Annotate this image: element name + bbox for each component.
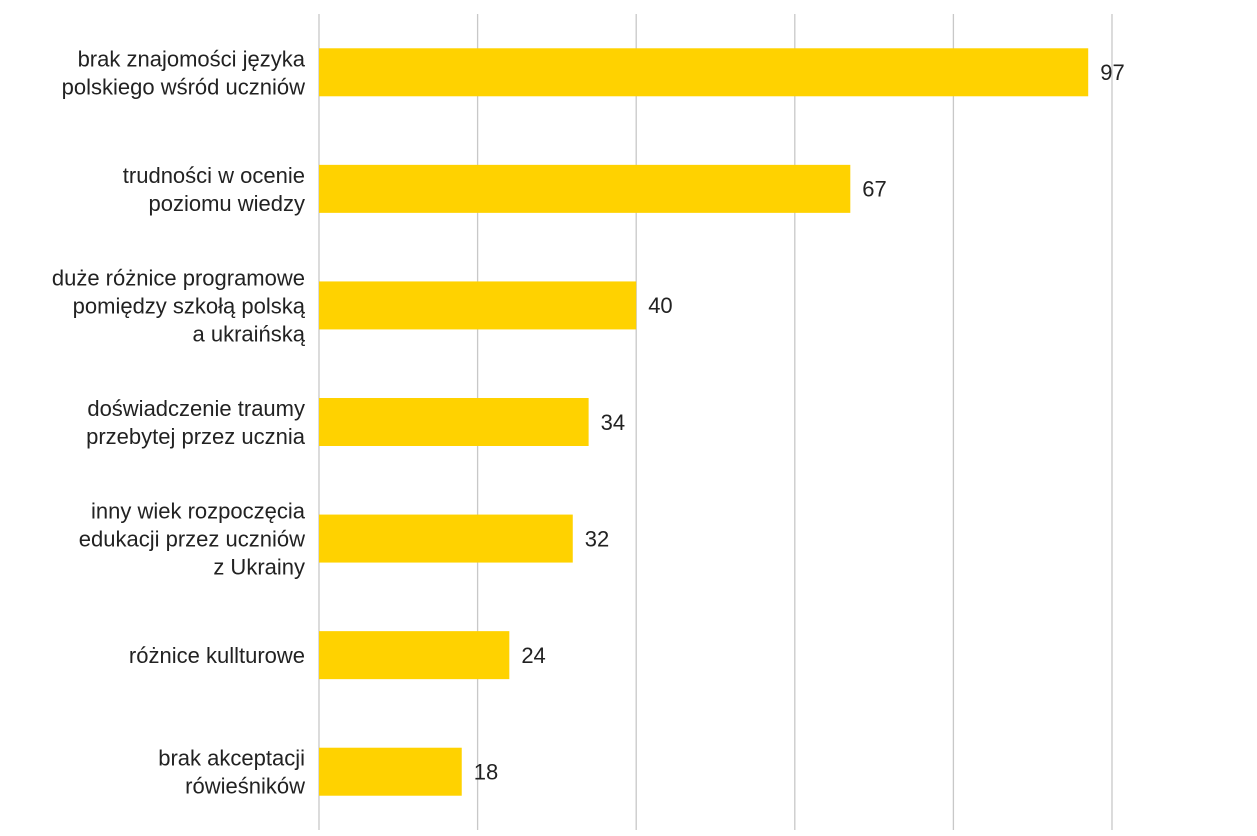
value-label: 34 <box>601 410 625 435</box>
value-label: 97 <box>1100 60 1124 85</box>
y-tick-label: doświadczenie traumy przebytej przez uczn… <box>86 396 306 449</box>
y-tick-label: brak akceptacji rówieśników <box>158 746 305 799</box>
y-tick-label: różnice kullturowe <box>129 643 305 668</box>
bar <box>319 281 637 330</box>
value-label: 24 <box>521 643 545 668</box>
y-tick-label: duże różnice programowe pomiędzy szkołą p… <box>52 265 306 346</box>
bar <box>319 631 510 680</box>
y-tick-label: brak znajomości języka polskiego wśród uc… <box>62 46 306 99</box>
y-tick-label: trudności w ocenie poziomu wiedzy <box>123 163 305 216</box>
bar <box>319 514 573 563</box>
bar <box>319 747 462 796</box>
value-label: 18 <box>474 760 498 785</box>
value-label: 67 <box>862 177 886 202</box>
y-tick-label: inny wiek rozpoczęcia edukacji przez uczn… <box>79 498 306 579</box>
bar <box>319 164 851 213</box>
value-label: 32 <box>585 526 609 551</box>
bar <box>319 398 589 446</box>
value-label: 40 <box>648 293 672 318</box>
bar <box>319 48 1089 97</box>
